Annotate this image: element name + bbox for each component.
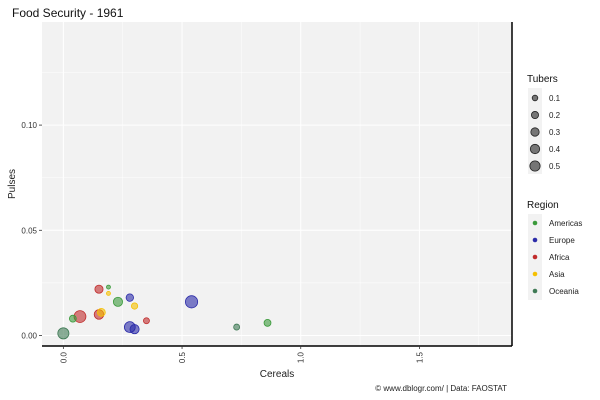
x-axis-ticks: 0.0 0.5 1.0 1.5 (59, 346, 424, 363)
size-legend-title: Tubers (527, 74, 558, 85)
size-legend-key (529, 143, 541, 155)
color-legend-key (532, 237, 538, 243)
y-tick-label: 0.05 (21, 226, 37, 235)
color-legend: Region Americas Europe Africa Asia Oceania (527, 200, 582, 300)
y-axis-title: Pulses (7, 169, 18, 199)
data-point (57, 327, 70, 340)
x-tick-label: 1.5 (415, 351, 424, 363)
color-legend-label: Oceania (549, 287, 579, 296)
data-point (68, 314, 77, 323)
chart-title: Food Security - 1961 (12, 6, 124, 20)
data-points (57, 284, 272, 340)
data-point (125, 293, 134, 302)
y-tick-label: 0.10 (21, 121, 37, 130)
size-legend-label: 0.4 (549, 145, 561, 154)
data-point (96, 307, 106, 317)
color-legend-title: Region (527, 200, 559, 211)
size-legend-label: 0.3 (549, 128, 561, 137)
size-legend-key (529, 160, 541, 172)
color-legend-label: Americas (549, 219, 582, 228)
x-tick-label: 1.0 (297, 351, 306, 363)
color-legend-key (532, 271, 538, 277)
data-point (233, 323, 241, 331)
data-point (143, 317, 150, 325)
y-tick-label: 0.00 (21, 331, 37, 340)
size-legend-key (531, 94, 539, 102)
color-legend-label: Asia (549, 270, 565, 279)
color-legend-key (532, 288, 538, 294)
x-tick-label: 0.0 (59, 351, 68, 363)
data-point (263, 318, 272, 327)
x-axis-title: Cereals (260, 369, 294, 380)
size-legend: Tubers 0.1 0.2 0.3 0.4 0.5 (527, 74, 561, 174)
y-axis-ticks: 0.00 0.05 0.10 (21, 121, 42, 340)
data-point (129, 324, 140, 335)
color-legend-label: Europe (549, 236, 575, 245)
source-caption: © www.dblogr.com/ | Data: FAOSTAT (375, 384, 507, 393)
color-legend-label: Africa (549, 253, 570, 262)
size-legend-label: 0.1 (549, 94, 561, 103)
size-legend-key (530, 127, 540, 137)
size-legend-key (531, 111, 539, 119)
data-point (94, 284, 104, 294)
data-point (185, 295, 199, 309)
x-tick-label: 0.5 (178, 351, 187, 363)
data-point (106, 284, 111, 290)
plot-panel (42, 22, 512, 346)
size-legend-label: 0.2 (549, 111, 561, 120)
color-legend-key (532, 220, 538, 226)
size-legend-label: 0.5 (549, 162, 561, 171)
grid-lines (3, 22, 512, 346)
data-point (131, 302, 139, 310)
data-point (112, 296, 123, 307)
color-legend-key (532, 254, 538, 260)
data-point (106, 291, 111, 296)
